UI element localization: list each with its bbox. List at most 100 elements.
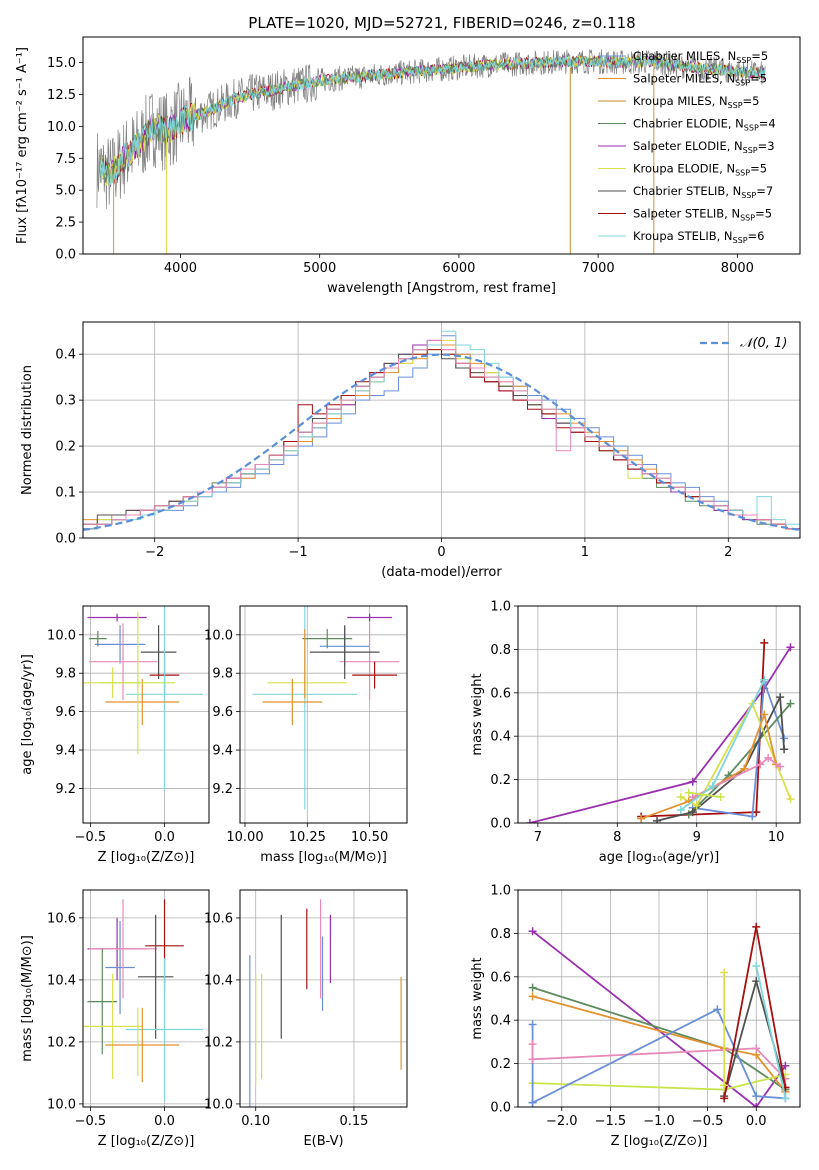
massweight-series [529, 646, 792, 823]
plus-marker [760, 638, 769, 647]
y-axis-label: Flux [fλ10⁻¹⁷ erg cm⁻² s⁻¹ A⁻¹] [15, 47, 30, 244]
plot-area [252, 606, 400, 810]
y-tick-label: 0.8 [490, 643, 511, 658]
plus-marker [786, 643, 795, 652]
plus-marker [676, 792, 685, 801]
plus-marker [752, 1092, 761, 1101]
legend: Chabrier MILES, NSSP=5 Salpeter MILES, NS… [598, 49, 776, 245]
y-tick-label: 0.3 [55, 394, 76, 409]
plot-area [249, 899, 402, 1107]
gridlines [240, 606, 407, 823]
legend-entry: Chabrier ELODIE, NSSP=4 [633, 117, 776, 133]
plus-marker [528, 983, 537, 992]
y-tick-label: 10.0 [204, 628, 233, 643]
y-tick-label: 9.8 [55, 667, 76, 682]
x-tick-label: −1.0 [643, 1114, 675, 1129]
x-tick-label: −0.5 [75, 1114, 107, 1129]
x-axis-label: age [log₁₀(age/yr)] [599, 850, 720, 865]
plus-marker [716, 792, 725, 801]
y-tick-label: 0.6 [490, 686, 511, 701]
x-tick-label: 6000 [442, 261, 475, 276]
x-tick-label: 8 [613, 830, 621, 845]
plus-marker [688, 792, 697, 801]
y-tick-label: 10.2 [204, 1035, 233, 1050]
model-spectrum-line [99, 54, 765, 187]
plus-marker [776, 693, 785, 702]
chart-mass_vs_ebv: 0.10 0.15 10.0 10.2 10.4 10.6 E(B-V) [204, 889, 408, 1149]
x-tick-label: 0.15 [339, 1114, 368, 1129]
legend-entry: Chabrier STELIB, NSSP=7 [633, 184, 773, 200]
y-tick-label: 10.6 [47, 911, 76, 926]
plus-marker [752, 1044, 761, 1053]
x-axis-label: mass [log₁₀(M/M⊙)] [260, 850, 387, 865]
legend-entry: Salpeter STELIB, NSSP=5 [633, 207, 772, 223]
plus-marker [756, 760, 765, 769]
x-tick-label: −2.0 [546, 1114, 578, 1129]
plus-marker [781, 1061, 790, 1070]
y-tick-label: 10.4 [47, 973, 76, 988]
x-tick-label: 0.10 [241, 1114, 270, 1129]
massweight-series [680, 679, 766, 811]
massweight-series [755, 965, 787, 1099]
y-tick-label: 9.2 [212, 782, 233, 797]
plot-frame [239, 605, 408, 824]
plus-marker [528, 927, 537, 936]
massweight-series [532, 995, 787, 1093]
y-tick-label: 10.6 [204, 911, 233, 926]
plus-marker [780, 745, 789, 754]
y-tick-label: 0.1 [55, 486, 76, 501]
plus-marker [528, 1020, 537, 1029]
plot-area [525, 638, 795, 823]
y-tick-label: 10.4 [204, 973, 233, 988]
plot-area [83, 606, 204, 791]
y-axis-label: age [log₁₀(age/yr)] [20, 654, 35, 775]
plus-marker [781, 1094, 790, 1103]
x-tick-label: 10.00 [226, 830, 263, 845]
plot-frame [239, 889, 408, 1108]
y-tick-label: 0.0 [490, 1101, 511, 1116]
plus-marker [528, 992, 537, 1001]
massweight-series [723, 926, 787, 1099]
plot-frame [82, 605, 210, 824]
legend-entry: Kroupa MILES, NSSP=5 [633, 94, 759, 110]
plot-frame [82, 889, 210, 1108]
chart-spectrum: 4000 5000 6000 7000 8000 0.0 2.5 5.0 7.5 10.0 12.5… [15, 36, 801, 296]
plus-marker [653, 816, 662, 823]
y-tick-label: 0.0 [55, 532, 76, 547]
x-axis-label: Z [log₁₀(Z/Z⊙)] [611, 1134, 708, 1149]
plus-marker [525, 819, 534, 823]
x-tick-label: −1 [289, 545, 308, 560]
y-tick-label: 12.5 [47, 88, 76, 103]
plus-marker [720, 1081, 729, 1090]
y-tick-label: 9.4 [55, 744, 76, 759]
plot-area [83, 899, 204, 1101]
x-tick-label: 7000 [582, 261, 615, 276]
x-tick-label: −1.5 [595, 1114, 627, 1129]
y-tick-label: 9.2 [55, 782, 76, 797]
y-axis-label: mass weight [470, 673, 485, 755]
plus-marker [752, 808, 761, 817]
y-tick-label: 0.4 [490, 730, 511, 745]
plot-frame [82, 321, 801, 539]
y-tick-label: 1.0 [490, 600, 511, 615]
y-axis-label: mass weight [470, 957, 485, 1039]
x-tick-label: 10 [768, 830, 785, 845]
y-tick-label: 0.0 [55, 248, 76, 263]
y-tick-label: 10.0 [47, 628, 76, 643]
y-tick-label: 0.2 [490, 1057, 511, 1072]
chart-massweight_vs_age: 7 8 9 10 0.0 0.2 0.4 0.6 0.8 1.0 age [log₁₀(age/yr… [470, 600, 801, 865]
plus-marker [528, 1040, 537, 1049]
plus-marker [720, 1094, 729, 1103]
y-tick-label: 9.6 [212, 705, 233, 720]
x-tick-label: 1 [581, 545, 589, 560]
plus-marker [688, 808, 697, 817]
legend-entry: Chabrier MILES, NSSP=5 [633, 49, 768, 65]
plus-marker [760, 675, 769, 684]
y-tick-label: 0.8 [490, 927, 511, 942]
x-tick-label: −0.5 [692, 1114, 724, 1129]
x-tick-label: −2 [145, 545, 164, 560]
legend-entry: Kroupa STELIB, NSSP=6 [633, 229, 764, 245]
x-axis-label: wavelength [Angstrom, rest frame] [327, 281, 556, 296]
legend-entry: Kroupa ELODIE, NSSP=5 [633, 162, 767, 178]
x-tick-label: 2 [724, 545, 732, 560]
